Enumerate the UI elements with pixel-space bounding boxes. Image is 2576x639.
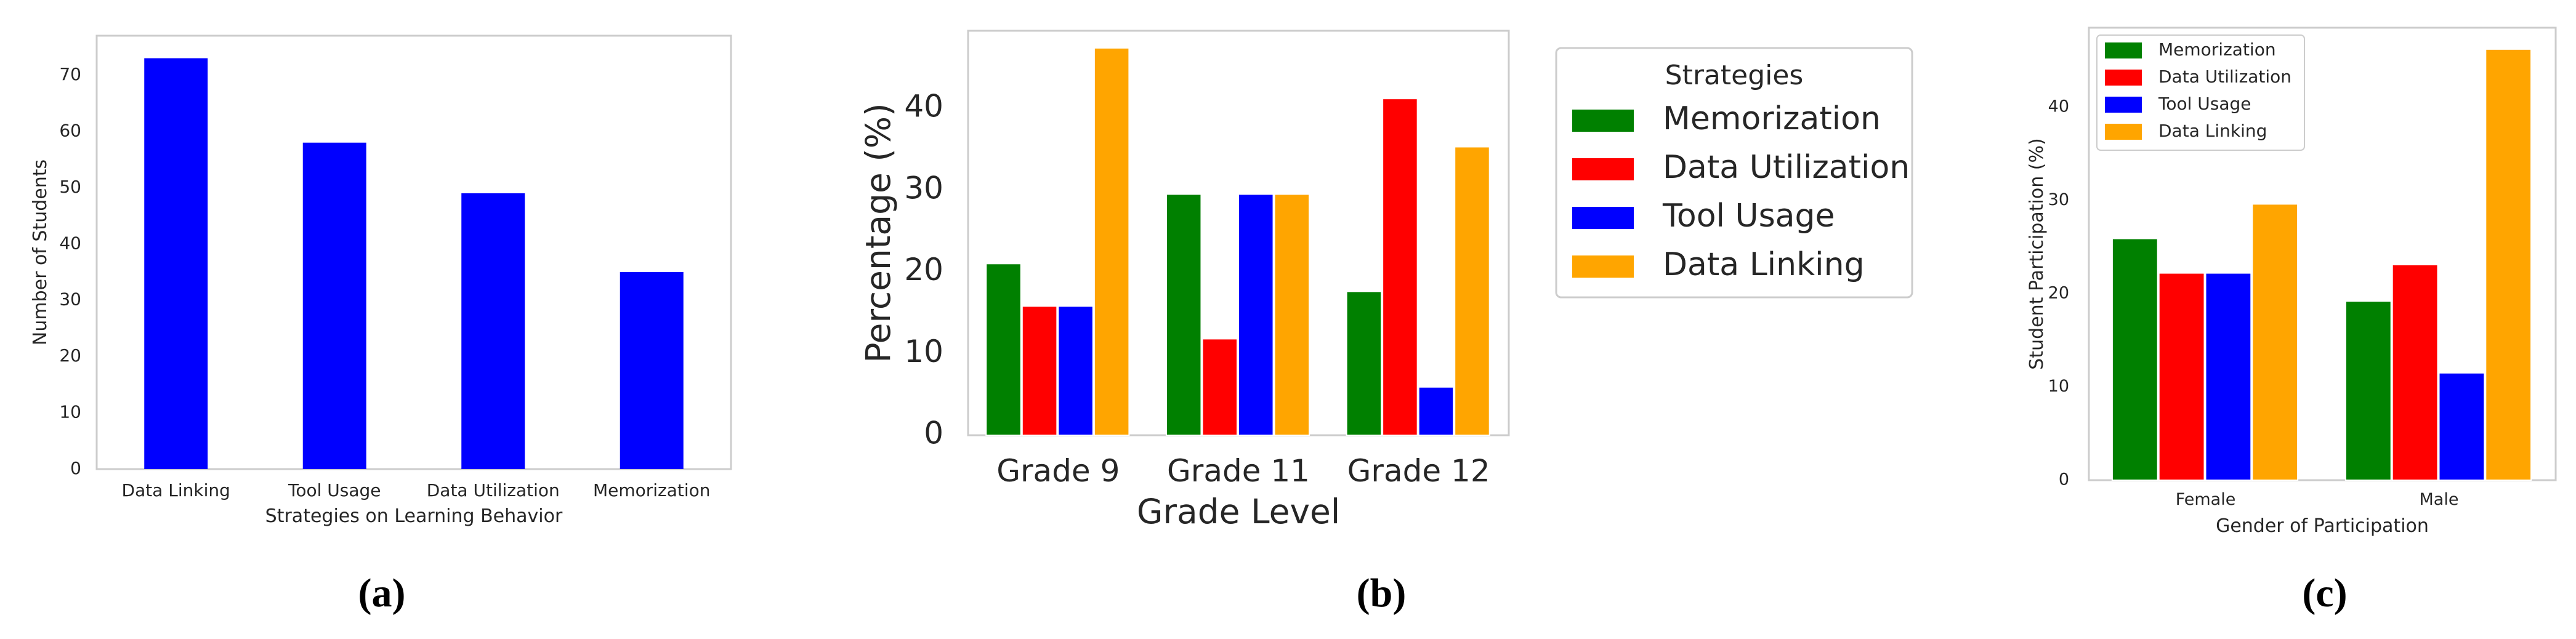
bar [1057,305,1094,436]
bar [1418,386,1455,436]
y-tick-label: 60 [59,120,81,140]
y-tick-label: 30 [59,289,81,310]
legend-title: Strategies [1665,60,1804,91]
bar [1201,338,1238,436]
legend-entry: Data Linking [1663,246,1865,283]
x-axis-label: Gender of Participation [2216,515,2429,537]
bar [461,193,525,469]
bar [1454,146,1490,436]
legend: Memorization Data Utilization Tool Usage Da… [2096,34,2305,151]
legend-entry: Memorization [1663,100,1881,137]
y-tick-label: 50 [59,177,81,197]
y-tick-label: 10 [904,334,943,369]
legend-swatch [2105,70,2142,86]
x-tick-label: Tool Usage [288,480,381,500]
y-tick-label: 0 [70,458,81,478]
y-tick-label: 70 [59,64,81,84]
legend-entry: Data Utilization [2158,66,2291,87]
legend: Strategies Memorization Data Utilization To… [1555,47,1913,299]
legend-entry: Data Linking [2158,121,2267,141]
y-tick-label: 10 [59,402,81,422]
legend-swatch [1572,207,1634,229]
legend-swatch [2105,124,2142,140]
x-tick-label: Data Utilization [427,480,560,500]
x-tick-label: Data Linking [122,480,230,500]
legend-entry: Tool Usage [1662,198,1835,235]
x-tick-label: Memorization [593,480,711,500]
bar [2391,263,2439,481]
y-tick-label: 40 [904,89,943,124]
y-tick-label: 20 [2048,283,2069,302]
y-axis-label: Number of Students [30,159,51,345]
legend-swatch [2105,42,2142,58]
bar [2344,300,2392,481]
bar [1093,47,1130,436]
panel-label: (c) [2302,571,2347,616]
y-tick-label: 0 [2059,470,2069,489]
y-tick-label: 30 [904,170,943,206]
bar [1382,98,1418,436]
legend-entry: Memorization [2158,39,2276,60]
bar [2205,272,2252,481]
bar [302,142,366,469]
x-axis-label: Strategies on Learning Behavior [265,505,563,527]
bar [144,58,208,470]
chart-a: 0 10 20 30 40 50 60 70 Data Linking Tool Usage Dat… [30,34,732,616]
legend-swatch [1572,255,1634,278]
y-tick-label: 10 [2048,377,2069,396]
bar [2251,203,2299,481]
y-axis-label: Student Participation (%) [2026,138,2048,369]
x-tick-label: Male [2420,490,2459,509]
y-tick-label: 40 [2048,97,2069,116]
bar [1346,291,1383,436]
bar [620,272,684,469]
chart-c: 0 10 20 30 40 Female Male Gender of Participati… [2026,26,2557,616]
bar [1021,305,1058,436]
y-axis-label: Percentage (%) [858,103,898,363]
bar [1238,193,1274,436]
y-tick-label: 20 [904,252,943,287]
legend-entry: Data Utilization [1663,149,1910,186]
y-tick-label: 20 [59,345,81,366]
x-tick-label: Grade 9 [996,453,1120,489]
panel-label: (b) [1357,571,1407,616]
bar [2485,48,2532,481]
bar [2438,372,2485,481]
x-axis-label: Grade Level [1137,492,1340,531]
x-tick-label: Grade 11 [1167,453,1310,489]
legend-swatch [1572,110,1634,132]
bar [2158,272,2205,481]
plot-frame [2088,26,2557,481]
bar [2111,238,2158,481]
legend-entry: Tool Usage [2158,94,2251,114]
y-tick-label: 30 [2048,190,2069,209]
legend-swatch [1572,158,1634,180]
bar [1274,193,1310,436]
panel-label: (a) [358,571,406,616]
plot-frame [95,34,732,470]
legend-swatch [2105,97,2142,113]
x-tick-label: Female [2176,490,2236,509]
x-tick-label: Grade 12 [1347,453,1490,489]
bar [1165,193,1202,436]
bar [985,263,1022,436]
legend-frame [1555,47,1913,299]
y-tick-label: 0 [924,416,943,451]
legend-frame [2096,34,2305,151]
y-tick-label: 40 [59,233,81,253]
